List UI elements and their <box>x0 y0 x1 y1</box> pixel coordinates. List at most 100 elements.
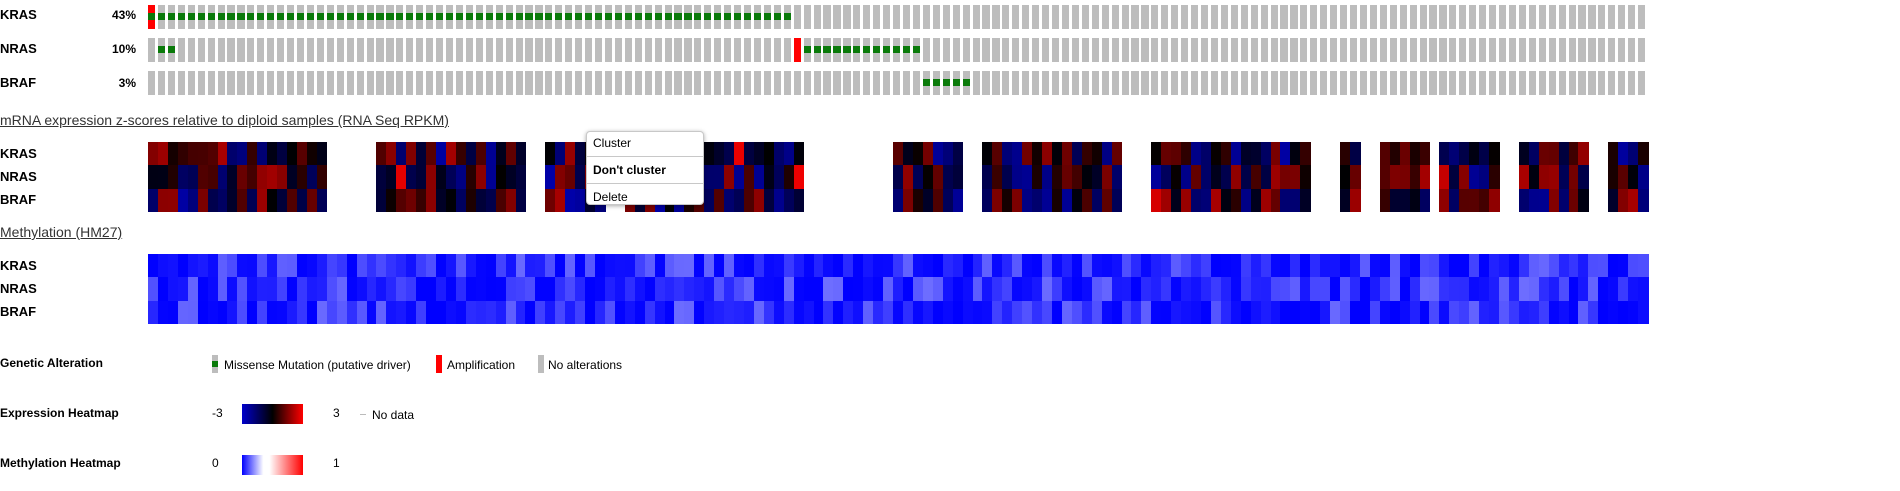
heatmap-cell[interactable] <box>1250 277 1262 301</box>
sample-cell[interactable] <box>674 71 682 95</box>
heatmap-cell[interactable] <box>952 254 964 278</box>
heatmap-cell[interactable] <box>1022 165 1033 189</box>
sample-cell[interactable] <box>346 71 354 95</box>
heatmap-cell[interactable] <box>1210 142 1222 166</box>
sample-cell[interactable] <box>714 71 722 95</box>
sample-cell[interactable] <box>416 5 424 29</box>
sample-cell[interactable] <box>1379 38 1387 62</box>
sample-cell[interactable] <box>853 38 861 62</box>
heatmap-cell[interactable] <box>515 277 527 301</box>
heatmap-cell[interactable] <box>1051 300 1063 324</box>
sample-cell[interactable] <box>833 5 841 29</box>
sample-cell[interactable] <box>1340 5 1348 29</box>
heatmap-cell[interactable] <box>1230 142 1242 166</box>
sample-cell[interactable] <box>356 38 364 62</box>
sample-cell[interactable] <box>773 71 781 95</box>
heatmap-cell[interactable] <box>1449 165 1460 189</box>
heatmap-cell[interactable] <box>1598 254 1609 278</box>
heatmap-cell[interactable] <box>783 165 795 189</box>
sample-cell[interactable] <box>793 38 801 62</box>
sample-cell[interactable] <box>1230 5 1238 29</box>
sample-cell[interactable] <box>1181 5 1189 29</box>
sample-cell[interactable] <box>863 5 871 29</box>
heatmap-cell[interactable] <box>962 254 974 278</box>
sample-cell[interactable] <box>1191 71 1199 95</box>
sample-cell[interactable] <box>803 5 811 29</box>
sample-cell[interactable] <box>813 5 821 29</box>
heatmap-cell[interactable] <box>1379 300 1391 324</box>
heatmap-cell[interactable] <box>297 165 308 189</box>
heatmap-cell[interactable] <box>396 165 407 189</box>
heatmap-cell[interactable] <box>316 142 328 166</box>
sample-cell[interactable] <box>1518 5 1526 29</box>
heatmap-cell[interactable] <box>1171 165 1182 189</box>
sample-cell[interactable] <box>1260 71 1268 95</box>
heatmap-cell[interactable] <box>1379 165 1391 189</box>
sample-cell[interactable] <box>475 5 483 29</box>
heatmap-cell[interactable] <box>734 188 745 212</box>
sample-cell[interactable] <box>1578 38 1586 62</box>
heatmap-cell[interactable] <box>465 254 477 278</box>
heatmap-cell[interactable] <box>1032 254 1043 278</box>
heatmap-cell[interactable] <box>952 165 964 189</box>
sample-cell[interactable] <box>297 38 305 62</box>
heatmap-cell[interactable] <box>1608 142 1619 166</box>
heatmap-cell[interactable] <box>1002 254 1013 278</box>
heatmap-cell[interactable] <box>545 142 556 166</box>
heatmap-cell[interactable] <box>922 165 934 189</box>
heatmap-cell[interactable] <box>406 165 417 189</box>
heatmap-cell[interactable] <box>267 142 278 166</box>
sample-cell[interactable] <box>734 5 742 29</box>
sample-cell[interactable] <box>704 5 712 29</box>
heatmap-cell[interactable] <box>1081 142 1093 166</box>
sample-cell[interactable] <box>1310 5 1318 29</box>
sample-cell[interactable] <box>1051 5 1060 29</box>
heatmap-cell[interactable] <box>1548 254 1560 278</box>
heatmap-cell[interactable] <box>1320 254 1331 278</box>
heatmap-cell[interactable] <box>883 300 894 324</box>
heatmap-cell[interactable] <box>1389 188 1401 212</box>
heatmap-cell[interactable] <box>267 277 278 301</box>
heatmap-cell[interactable] <box>1071 277 1083 301</box>
sample-cell[interactable] <box>1608 5 1616 29</box>
heatmap-cell[interactable] <box>1409 165 1421 189</box>
heatmap-cell[interactable] <box>1518 188 1530 212</box>
sample-cell[interactable] <box>664 71 672 95</box>
sample-cell[interactable] <box>1111 38 1119 62</box>
sample-cell[interactable] <box>148 71 156 95</box>
sample-cell[interactable] <box>1439 5 1447 29</box>
sample-cell[interactable] <box>267 5 275 29</box>
heatmap-cell[interactable] <box>1628 277 1639 301</box>
heatmap-cell[interactable] <box>1330 300 1341 324</box>
heatmap-cell[interactable] <box>902 188 914 212</box>
heatmap-cell[interactable] <box>1210 188 1222 212</box>
sample-cell[interactable] <box>932 71 940 95</box>
heatmap-cell[interactable] <box>1538 165 1550 189</box>
sample-cell[interactable] <box>773 5 781 29</box>
heatmap-cell[interactable] <box>1002 277 1013 301</box>
heatmap-cell[interactable] <box>922 142 934 166</box>
heatmap-cell[interactable] <box>763 165 775 189</box>
heatmap-cell[interactable] <box>1349 188 1361 212</box>
heatmap-cell[interactable] <box>197 142 209 166</box>
heatmap-cell[interactable] <box>1210 277 1222 301</box>
heatmap-cell[interactable] <box>1290 188 1301 212</box>
heatmap-cell[interactable] <box>1568 165 1580 189</box>
heatmap-cell[interactable] <box>505 300 517 324</box>
heatmap-cell[interactable] <box>446 165 457 189</box>
heatmap-cell[interactable] <box>942 165 954 189</box>
sample-cell[interactable] <box>1598 71 1606 95</box>
heatmap-cell[interactable] <box>386 188 397 212</box>
heatmap-cell[interactable] <box>535 277 546 301</box>
heatmap-cell[interactable] <box>167 300 179 324</box>
heatmap-cell[interactable] <box>1210 254 1222 278</box>
heatmap-cell[interactable] <box>545 188 556 212</box>
sample-cell[interactable] <box>654 38 662 62</box>
heatmap-cell[interactable] <box>1260 188 1272 212</box>
heatmap-cell[interactable] <box>515 188 527 212</box>
heatmap-cell[interactable] <box>1628 165 1639 189</box>
heatmap-cell[interactable] <box>1349 254 1361 278</box>
heatmap-cell[interactable] <box>1528 277 1540 301</box>
heatmap-cell[interactable] <box>1250 300 1262 324</box>
sample-cell[interactable] <box>664 5 672 29</box>
